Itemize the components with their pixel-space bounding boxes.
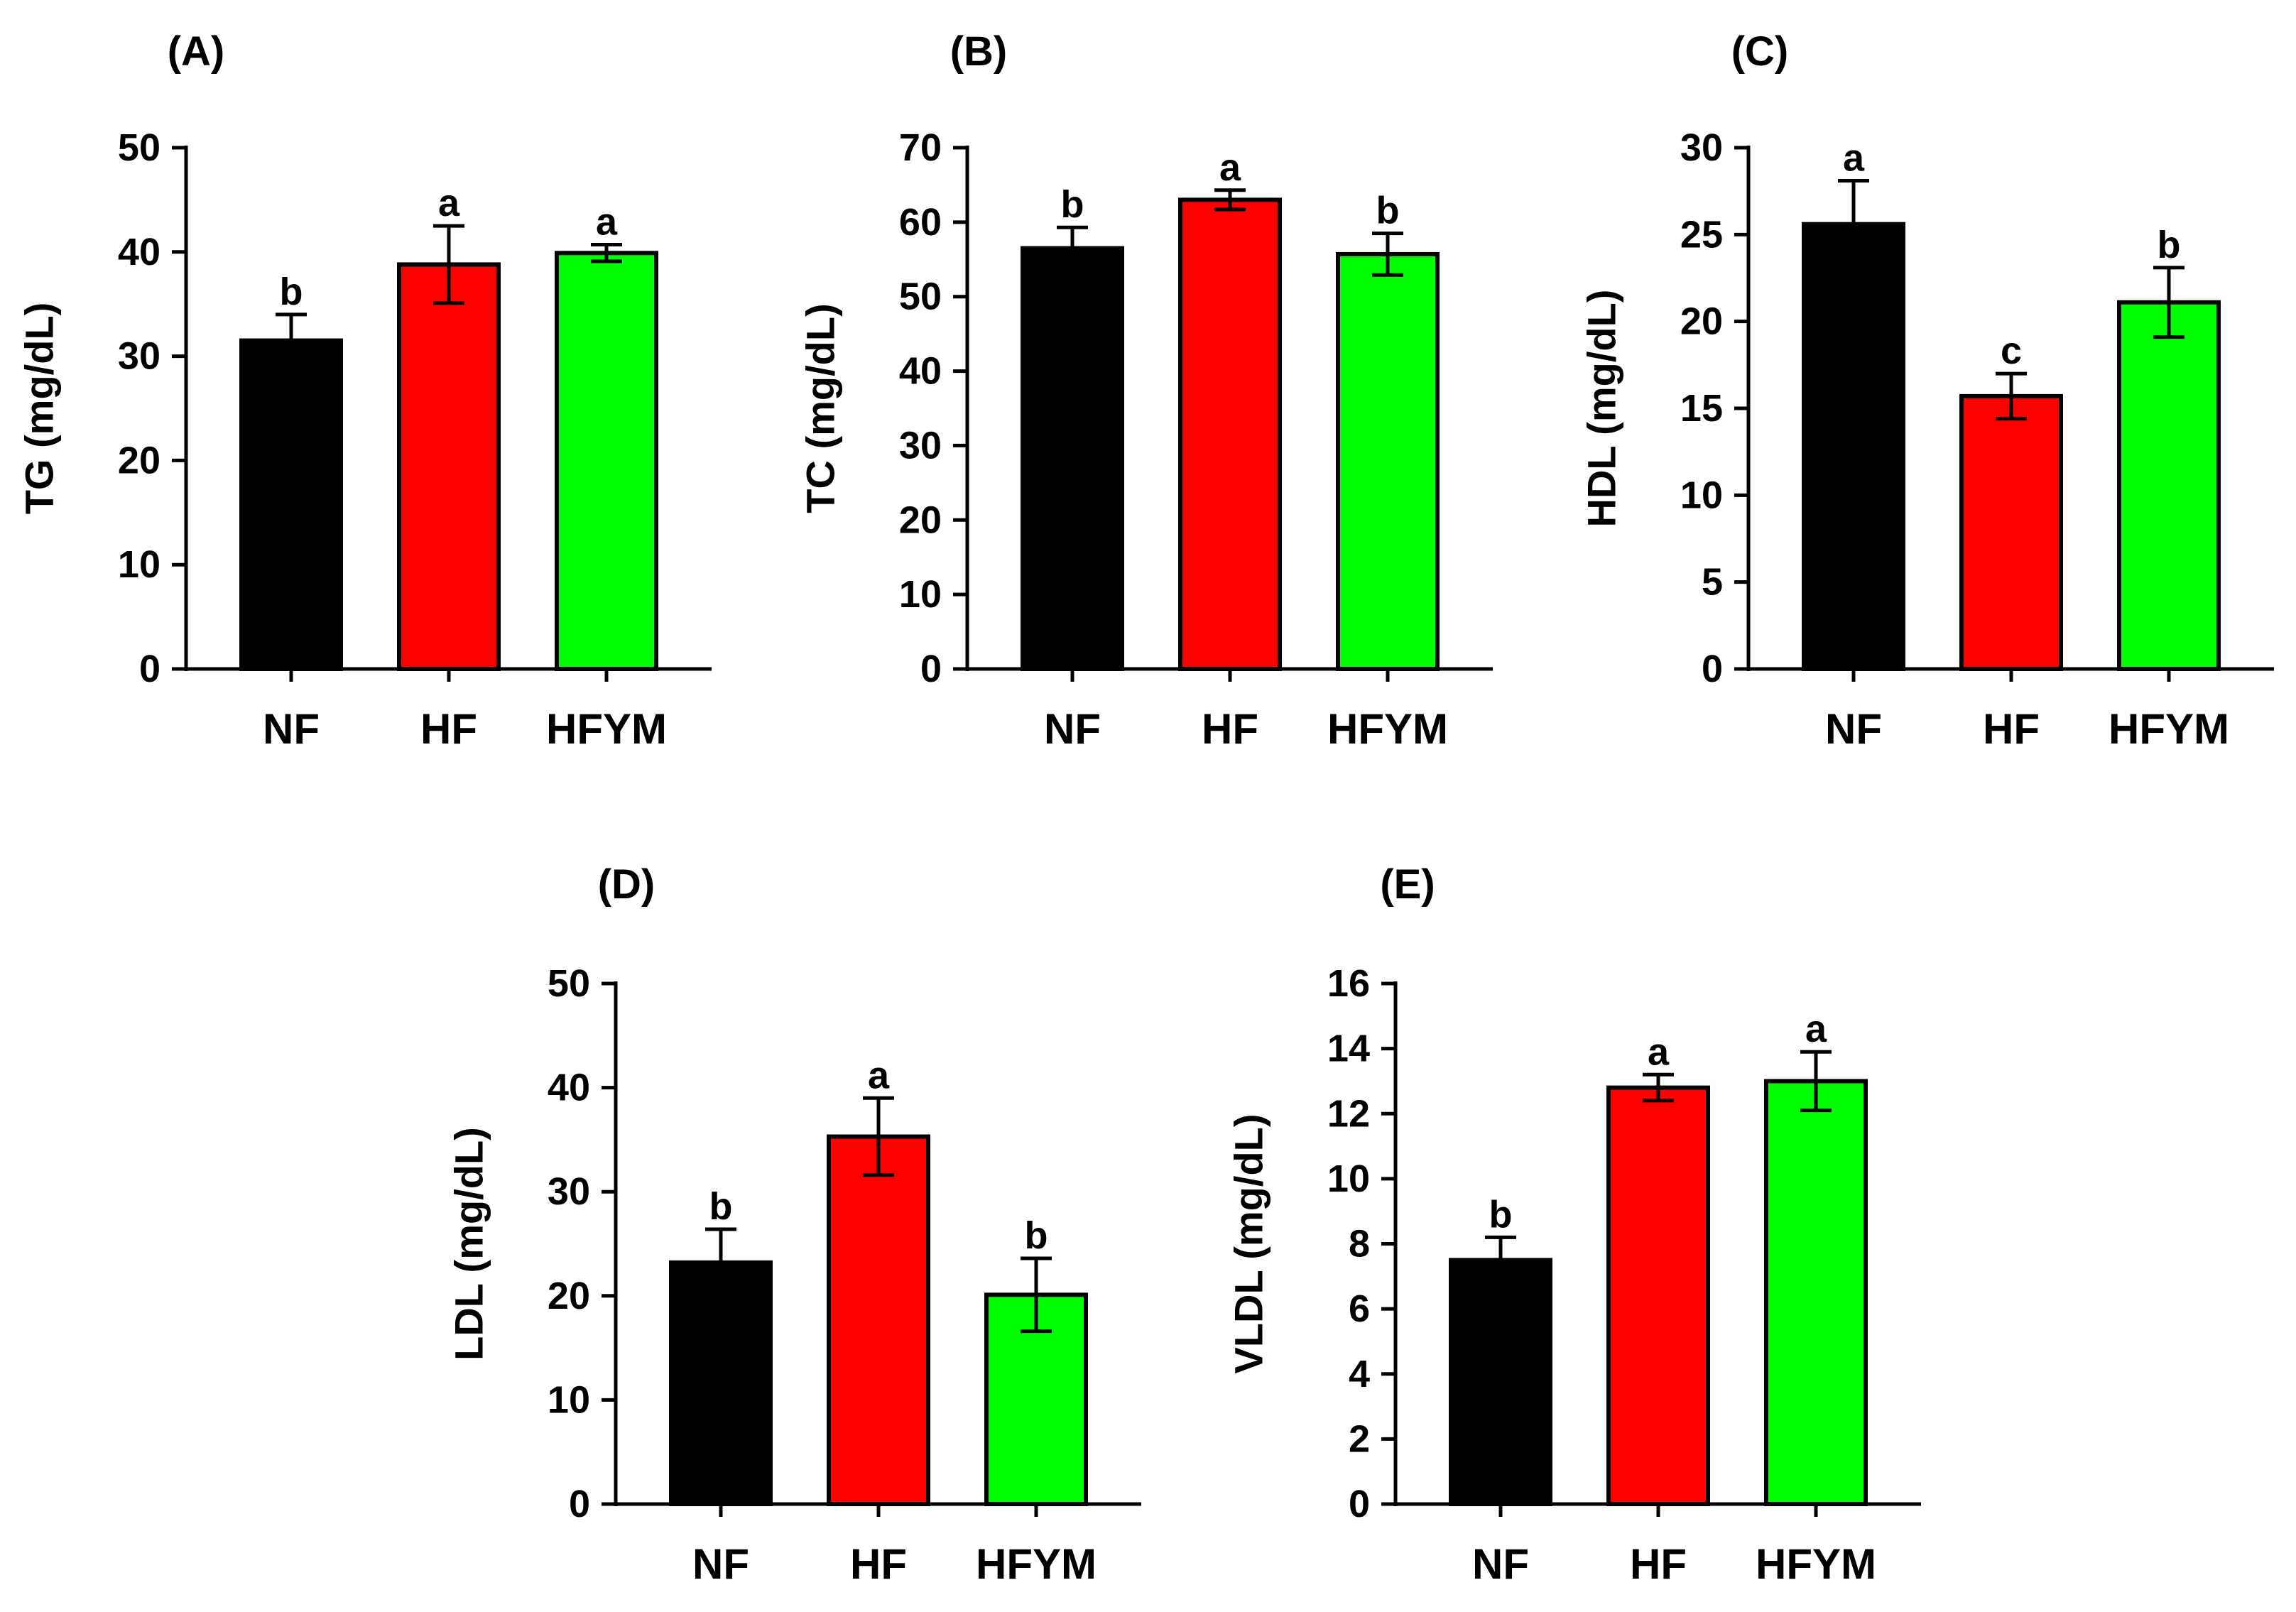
x-tick-label: NF <box>692 1540 749 1588</box>
x-tick-label: NF <box>1472 1540 1529 1588</box>
y-tick-label: 0 <box>920 648 942 690</box>
panel-label: (E) <box>1380 861 1435 908</box>
y-tick-label: 20 <box>118 439 160 481</box>
y-tick-label: 50 <box>899 276 942 318</box>
y-tick-label: 10 <box>118 543 160 586</box>
y-tick-label: 0 <box>1702 648 1723 690</box>
y-tick-label: 40 <box>548 1067 590 1109</box>
y-tick-label: 30 <box>899 424 942 467</box>
bar-hf <box>1959 393 2063 672</box>
significance-letter: b <box>709 1185 733 1228</box>
panel-label: (B) <box>950 28 1008 75</box>
panel-b: (B) TC (mg/dL) b NF a HF b HFYM 0 10 20 30 40 50 60 70 <box>798 28 1493 753</box>
y-axis-label: LDL (mg/dL) <box>447 1127 491 1361</box>
x-tick-label: HF <box>1202 705 1258 753</box>
x-tick-label: NF <box>1825 705 1882 753</box>
x-tick-label: NF <box>263 705 320 753</box>
bar-hfym <box>1336 251 1440 671</box>
y-axis-label: VLDL (mg/dL) <box>1226 1113 1271 1373</box>
bar-hfym <box>2117 300 2221 671</box>
y-tick-label: 14 <box>1327 1028 1370 1070</box>
significance-letter: a <box>1843 136 1865 179</box>
y-tick-label: 30 <box>548 1170 590 1213</box>
y-tick-label: 0 <box>569 1483 590 1525</box>
panel-label: (C) <box>1731 28 1789 75</box>
significance-letter: b <box>2158 224 2181 266</box>
x-tick-label: HF <box>1983 705 2040 753</box>
x-tick-label: NF <box>1044 705 1101 753</box>
bar-nf <box>239 338 343 671</box>
y-axis-label: TC (mg/dL) <box>798 303 843 513</box>
y-tick-label: 30 <box>118 335 160 378</box>
y-tick-label: 6 <box>1349 1287 1370 1330</box>
y-tick-label: 16 <box>1327 962 1370 1005</box>
significance-letter: c <box>2001 330 2022 372</box>
y-tick-label: 50 <box>118 126 160 169</box>
significance-letter: a <box>868 1054 890 1096</box>
y-tick-label: 40 <box>899 350 942 393</box>
y-tick-label: 25 <box>1680 213 1723 256</box>
bar-hf <box>397 262 501 671</box>
significance-letter: a <box>1805 1008 1827 1050</box>
y-tick-label: 10 <box>1680 474 1723 516</box>
y-tick-label: 10 <box>548 1378 590 1421</box>
y-tick-label: 30 <box>1680 126 1723 169</box>
y-tick-label: 70 <box>899 126 942 169</box>
x-tick-label: HFYM <box>976 1540 1097 1588</box>
y-tick-label: 8 <box>1349 1223 1370 1265</box>
bar-hfym <box>1764 1079 1868 1506</box>
significance-letter: a <box>1648 1030 1670 1073</box>
significance-letter: b <box>1025 1214 1048 1257</box>
x-tick-label: HF <box>420 705 477 753</box>
x-tick-label: HFYM <box>2109 705 2229 753</box>
significance-letter: a <box>596 201 618 244</box>
y-tick-label: 0 <box>139 648 160 690</box>
panel-c: (C) HDL (mg/dL) a NF c HF b HFYM 0 5 10 15 20 25 30 <box>1579 28 2274 753</box>
panel-a: (A) TG (mg/dL) b NF a HF a HFYM 0 10 20 30 40 50 <box>17 28 712 753</box>
x-tick-label: HFYM <box>1756 1540 1876 1588</box>
bar-nf <box>1802 222 1905 671</box>
y-tick-label: 10 <box>1327 1158 1370 1200</box>
bar-hf <box>827 1134 930 1506</box>
y-tick-label: 10 <box>899 573 942 616</box>
bar-hfym <box>555 251 658 671</box>
y-tick-label: 40 <box>118 231 160 273</box>
y-tick-label: 0 <box>1349 1483 1370 1525</box>
significance-letter: b <box>280 271 303 313</box>
x-tick-label: HF <box>850 1540 907 1588</box>
y-tick-label: 5 <box>1702 561 1723 604</box>
bar-hf <box>1606 1085 1710 1506</box>
x-tick-label: HFYM <box>546 705 667 753</box>
y-tick-label: 12 <box>1327 1092 1370 1135</box>
y-tick-label: 15 <box>1680 387 1723 430</box>
bar-nf <box>1449 1258 1552 1506</box>
y-tick-label: 20 <box>899 499 942 541</box>
y-tick-label: 2 <box>1349 1417 1370 1460</box>
y-tick-label: 20 <box>1680 300 1723 343</box>
panel-label: (A) <box>168 28 225 75</box>
y-axis-label: HDL (mg/dL) <box>1579 290 1624 528</box>
significance-letter: b <box>1489 1193 1513 1236</box>
significance-letter: a <box>1219 146 1241 189</box>
y-tick-label: 50 <box>548 962 590 1005</box>
panel-d: (D) LDL (mg/dL) b NF a HF b HFYM 0 10 20 30 40 50 <box>447 861 1141 1588</box>
x-tick-label: HF <box>1630 1540 1687 1588</box>
significance-letter: b <box>1061 183 1084 226</box>
y-tick-label: 20 <box>548 1275 590 1317</box>
significance-letter: b <box>1376 190 1400 232</box>
significance-letter: a <box>438 182 460 224</box>
y-tick-label: 60 <box>899 201 942 244</box>
panel-e: (E) VLDL (mg/dL) b NF a HF a HFYM 0 2 4 6 8 10 12 14 16 <box>1226 861 1921 1588</box>
y-tick-label: 4 <box>1349 1353 1370 1395</box>
panel-label: (D) <box>598 861 655 908</box>
y-axis-label: TG (mg/dL) <box>17 303 62 515</box>
bar-hf <box>1178 197 1282 671</box>
bar-nf <box>1021 246 1124 671</box>
x-tick-label: HFYM <box>1327 705 1448 753</box>
bar-nf <box>669 1260 773 1506</box>
